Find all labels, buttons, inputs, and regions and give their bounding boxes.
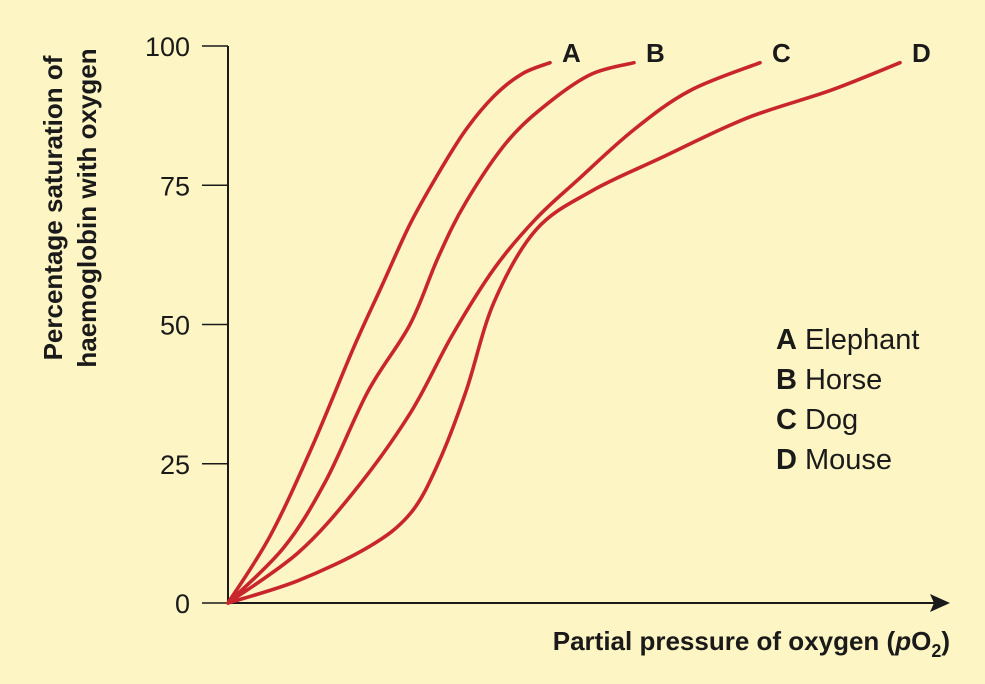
y-tick-label-50: 50 [160, 311, 190, 341]
x-axis-title-after: ) [941, 626, 950, 656]
curve-end-labels: A B C D [562, 38, 931, 68]
x-axis-arrowhead [930, 594, 950, 612]
curve-label-d: D [912, 38, 931, 68]
x-axis-title-subscript: 2 [931, 641, 941, 661]
legend-item-dog: C Dog [776, 404, 858, 436]
legend-key-c: C [776, 404, 797, 436]
legend-item-horse: B Horse [776, 364, 882, 396]
x-axis-title-main: O [911, 626, 931, 656]
legend-name-horse: Horse [805, 364, 882, 396]
curve-d-mouse [226, 60, 902, 605]
y-axis-title-line-1: Percentage saturation of [38, 55, 68, 360]
y-tick-label-100: 100 [145, 32, 190, 62]
curves [226, 60, 902, 605]
legend-key-b: B [776, 364, 797, 396]
y-ticks: 0 25 50 75 100 [145, 32, 228, 619]
y-axis-title-line-2: haemoglobin with oxygen [72, 48, 102, 367]
legend-name-dog: Dog [805, 404, 858, 436]
x-axis-title: Partial pressure of oxygen (pO2) [553, 626, 950, 661]
y-tick-label-0: 0 [175, 589, 190, 619]
curve-c-dog [226, 60, 762, 605]
y-tick-label-25: 25 [160, 450, 190, 480]
y-axis-title: Percentage saturation of haemoglobin wit… [38, 48, 102, 367]
curve-label-c: C [772, 38, 791, 68]
curve-label-a: A [562, 38, 581, 68]
x-axis-title-italic: p [894, 626, 911, 656]
x-axis-title-before: Partial pressure of oxygen ( [553, 626, 896, 656]
curve-b-horse [226, 60, 636, 605]
y-tick-label-75: 75 [160, 171, 190, 201]
legend-key-a: A [776, 324, 797, 356]
legend-item-mouse: D Mouse [776, 444, 892, 476]
legend-item-elephant: A Elephant [776, 324, 919, 356]
curve-a-elephant [226, 60, 552, 605]
legend-name-mouse: Mouse [805, 444, 892, 476]
legend-name-elephant: Elephant [805, 324, 920, 356]
curve-label-b: B [646, 38, 665, 68]
legend-key-d: D [776, 444, 797, 476]
